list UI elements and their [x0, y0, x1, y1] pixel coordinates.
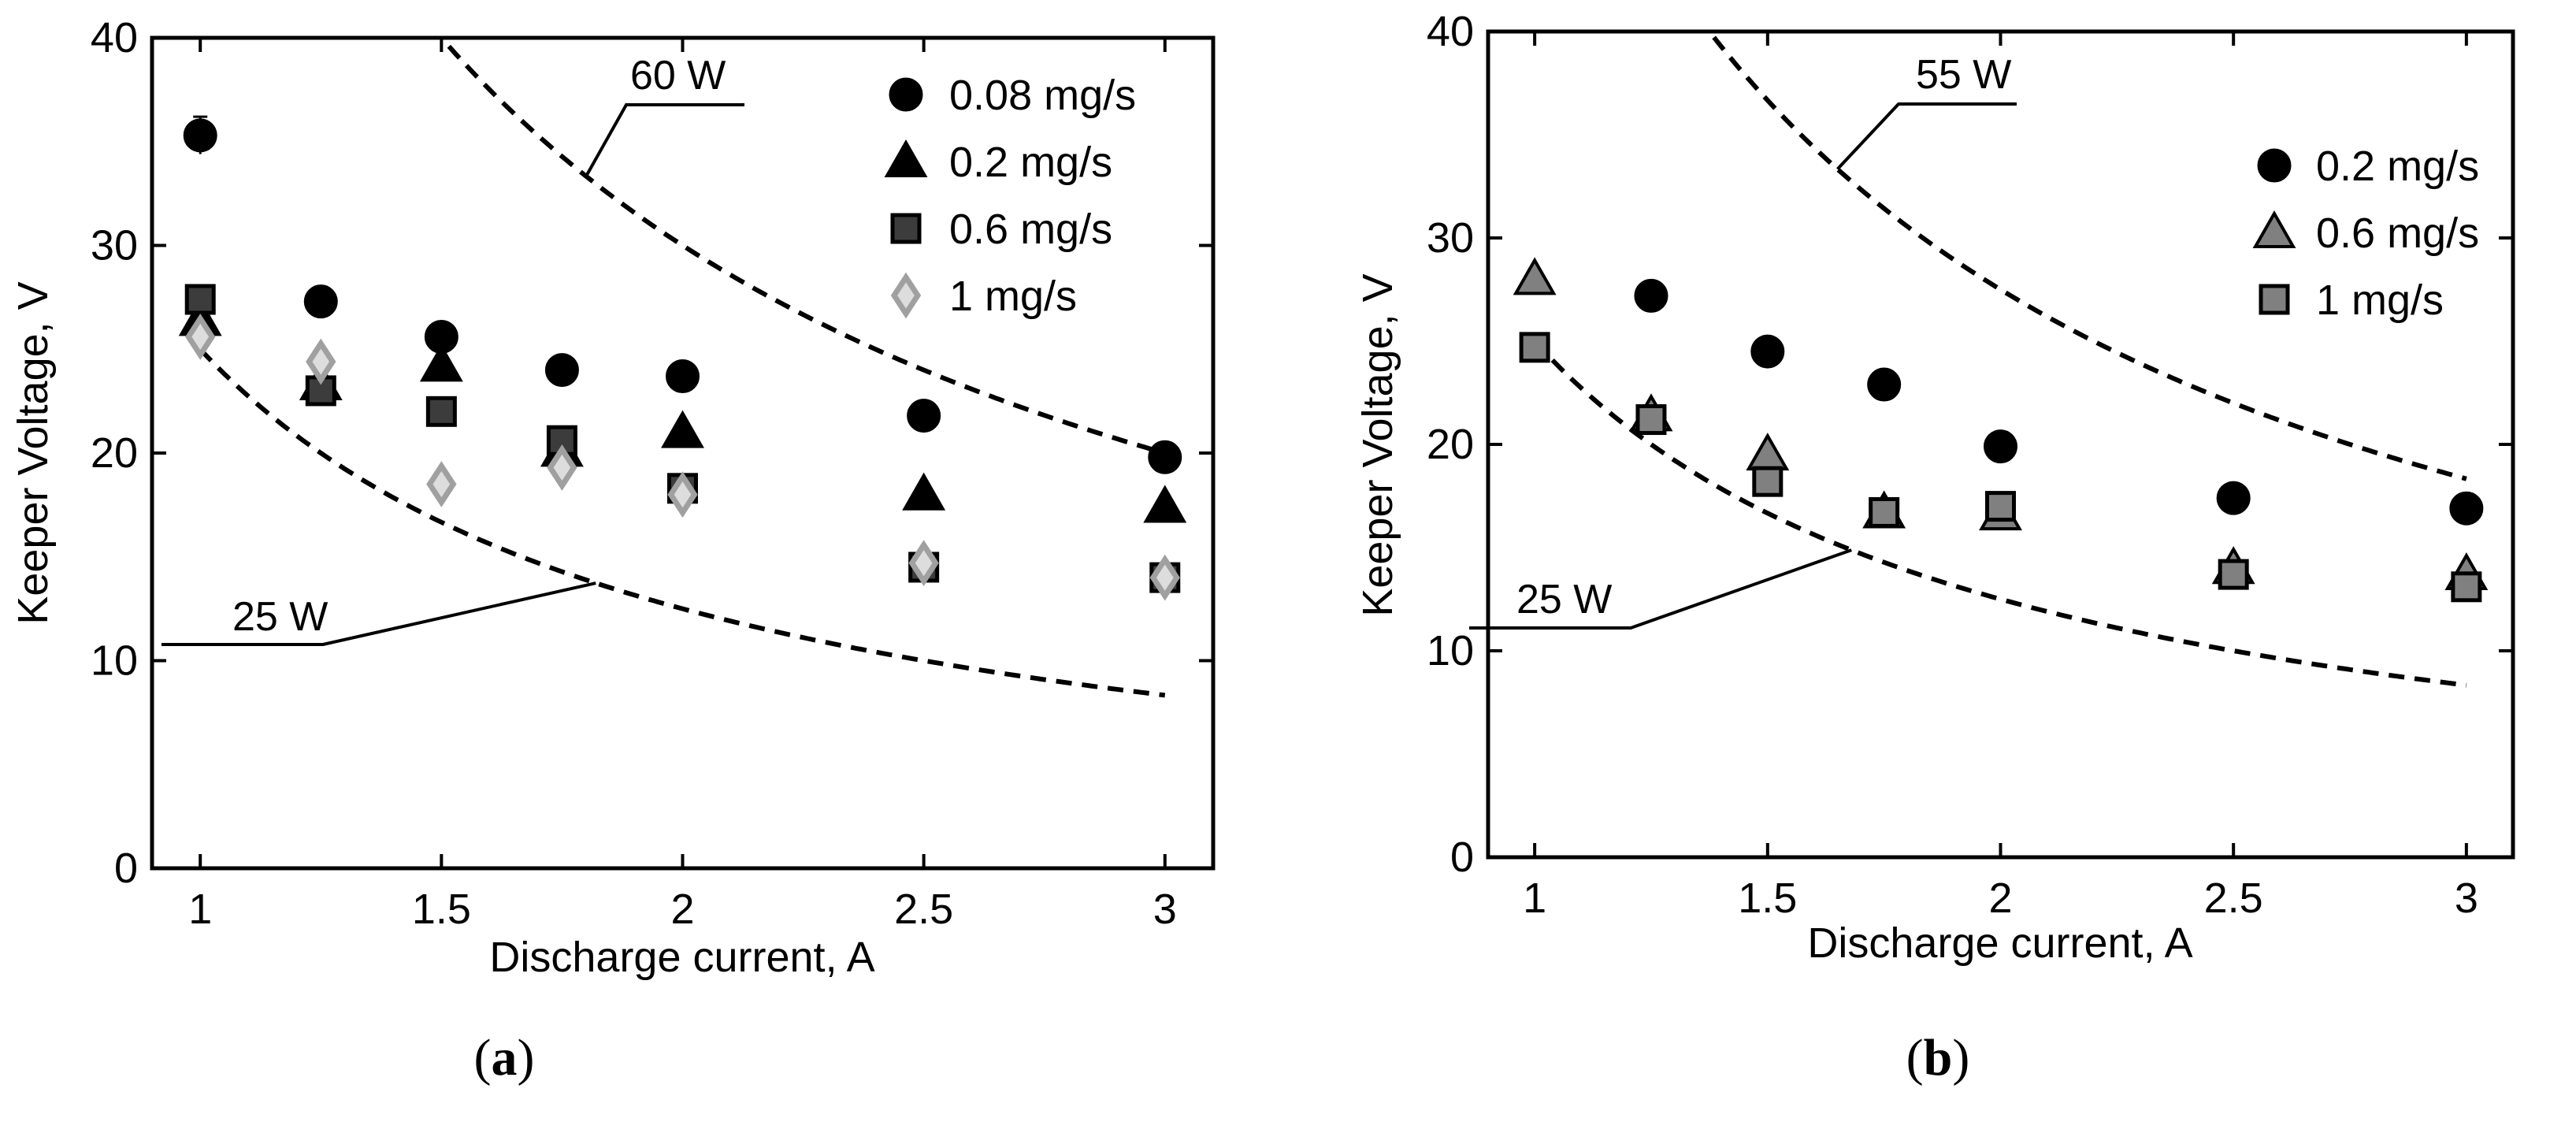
data-point [1752, 466, 1784, 497]
data-point [1634, 278, 1668, 313]
legend-marker [884, 139, 928, 177]
series-0-2-mg-s [178, 298, 1187, 523]
legend-label: 1 mg/s [949, 273, 1077, 320]
x-axis-label: Discharge current, A [489, 934, 874, 981]
y-tick-label: 20 [91, 429, 138, 477]
legend-marker [2252, 210, 2296, 248]
data-point [1148, 440, 1182, 474]
data-point [1746, 433, 1790, 471]
data-point [661, 410, 704, 448]
data-point [184, 284, 216, 315]
power-curve-25w [199, 347, 1166, 698]
legend-label: 0.08 mg/s [949, 72, 1136, 119]
power-curve-label: 55 W [1916, 52, 2011, 98]
data-point [425, 396, 457, 427]
data-point [419, 344, 463, 382]
caption-b-label: b [1923, 1029, 1953, 1087]
legend-label: 0.6 mg/s [2316, 210, 2479, 257]
legend-marker [889, 77, 923, 112]
series-1-mg-s [185, 314, 1180, 601]
caption-b: (b) [1906, 1029, 1970, 1087]
x-axis-label: Discharge current, A [1807, 919, 2192, 967]
y-tick-label: 10 [1427, 627, 1474, 674]
x-tick-label: 1 [188, 886, 212, 933]
x-tick-label: 3 [2455, 875, 2478, 922]
x-tick-label: 2.5 [2204, 875, 2263, 922]
data-point [2218, 559, 2249, 590]
data-point [1985, 491, 2016, 522]
data-point [2449, 491, 2484, 526]
data-point [303, 284, 338, 319]
data-point [908, 540, 939, 587]
data-point [1143, 485, 1187, 523]
series-1-mg-s [1519, 332, 2482, 603]
data-point [1149, 554, 1180, 601]
data-point [306, 338, 336, 385]
data-point [666, 359, 700, 394]
power-curve-label: 25 W [232, 594, 328, 640]
legend-marker [2257, 148, 2292, 183]
power-curve-label: 60 W [630, 53, 726, 98]
x-tick-label: 1.5 [1738, 875, 1797, 922]
y-tick-label: 10 [91, 637, 138, 685]
data-point [667, 471, 698, 518]
series-0-2-mg-s [1634, 278, 2484, 526]
caption-a-label: a [491, 1029, 518, 1087]
x-tick-label: 2.5 [894, 886, 953, 933]
data-point [185, 314, 216, 360]
legend-marker [890, 213, 922, 244]
y-tick-label: 40 [1427, 8, 1474, 55]
data-point [1984, 429, 2017, 464]
legend-label: 0.2 mg/s [2316, 143, 2479, 190]
y-tick-label: 20 [1427, 421, 1474, 468]
legend-label: 0.6 mg/s [949, 206, 1112, 253]
data-point [547, 444, 577, 491]
data-point [1513, 257, 1557, 295]
x-tick-label: 1 [1523, 875, 1546, 922]
data-point [1635, 404, 1667, 436]
legend-marker [890, 272, 922, 319]
caption-a: (a) [473, 1029, 535, 1087]
data-point [183, 118, 217, 153]
y-tick-label: 0 [114, 845, 138, 892]
x-tick-label: 1.5 [412, 886, 471, 933]
y-axis-label: Keeper Voltage, V [9, 281, 57, 624]
x-tick-label: 2 [670, 886, 694, 933]
power-curve-label: 25 W [1516, 577, 1612, 622]
curve-leader-line [585, 103, 744, 177]
curve-leader-line [1836, 102, 2017, 171]
legend-label: 0.2 mg/s [949, 139, 1112, 186]
data-point [1750, 334, 1785, 369]
data-point [1869, 496, 1900, 528]
x-tick-label: 2 [1988, 875, 2012, 922]
data-point [2451, 571, 2482, 603]
curve-leader-line [1469, 548, 1852, 630]
x-tick-label: 3 [1153, 886, 1177, 933]
legend-label: 1 mg/s [2316, 277, 2444, 324]
y-tick-label: 30 [1427, 214, 1474, 262]
data-point [907, 399, 941, 433]
series-0-08-mg-s [183, 115, 1182, 474]
data-point [902, 472, 946, 511]
data-point [426, 461, 457, 507]
data-point [544, 353, 579, 388]
data-point [2216, 481, 2251, 515]
y-axis-label: Keeper Voltage, V [1354, 273, 1401, 616]
data-point [1519, 332, 1550, 363]
y-tick-label: 30 [91, 222, 138, 269]
data-point [305, 375, 336, 407]
legend-marker [2259, 284, 2290, 315]
curve-leader-line [161, 581, 596, 646]
data-point [1867, 367, 1902, 402]
y-tick-label: 0 [1450, 834, 1474, 881]
y-tick-label: 40 [91, 14, 138, 61]
